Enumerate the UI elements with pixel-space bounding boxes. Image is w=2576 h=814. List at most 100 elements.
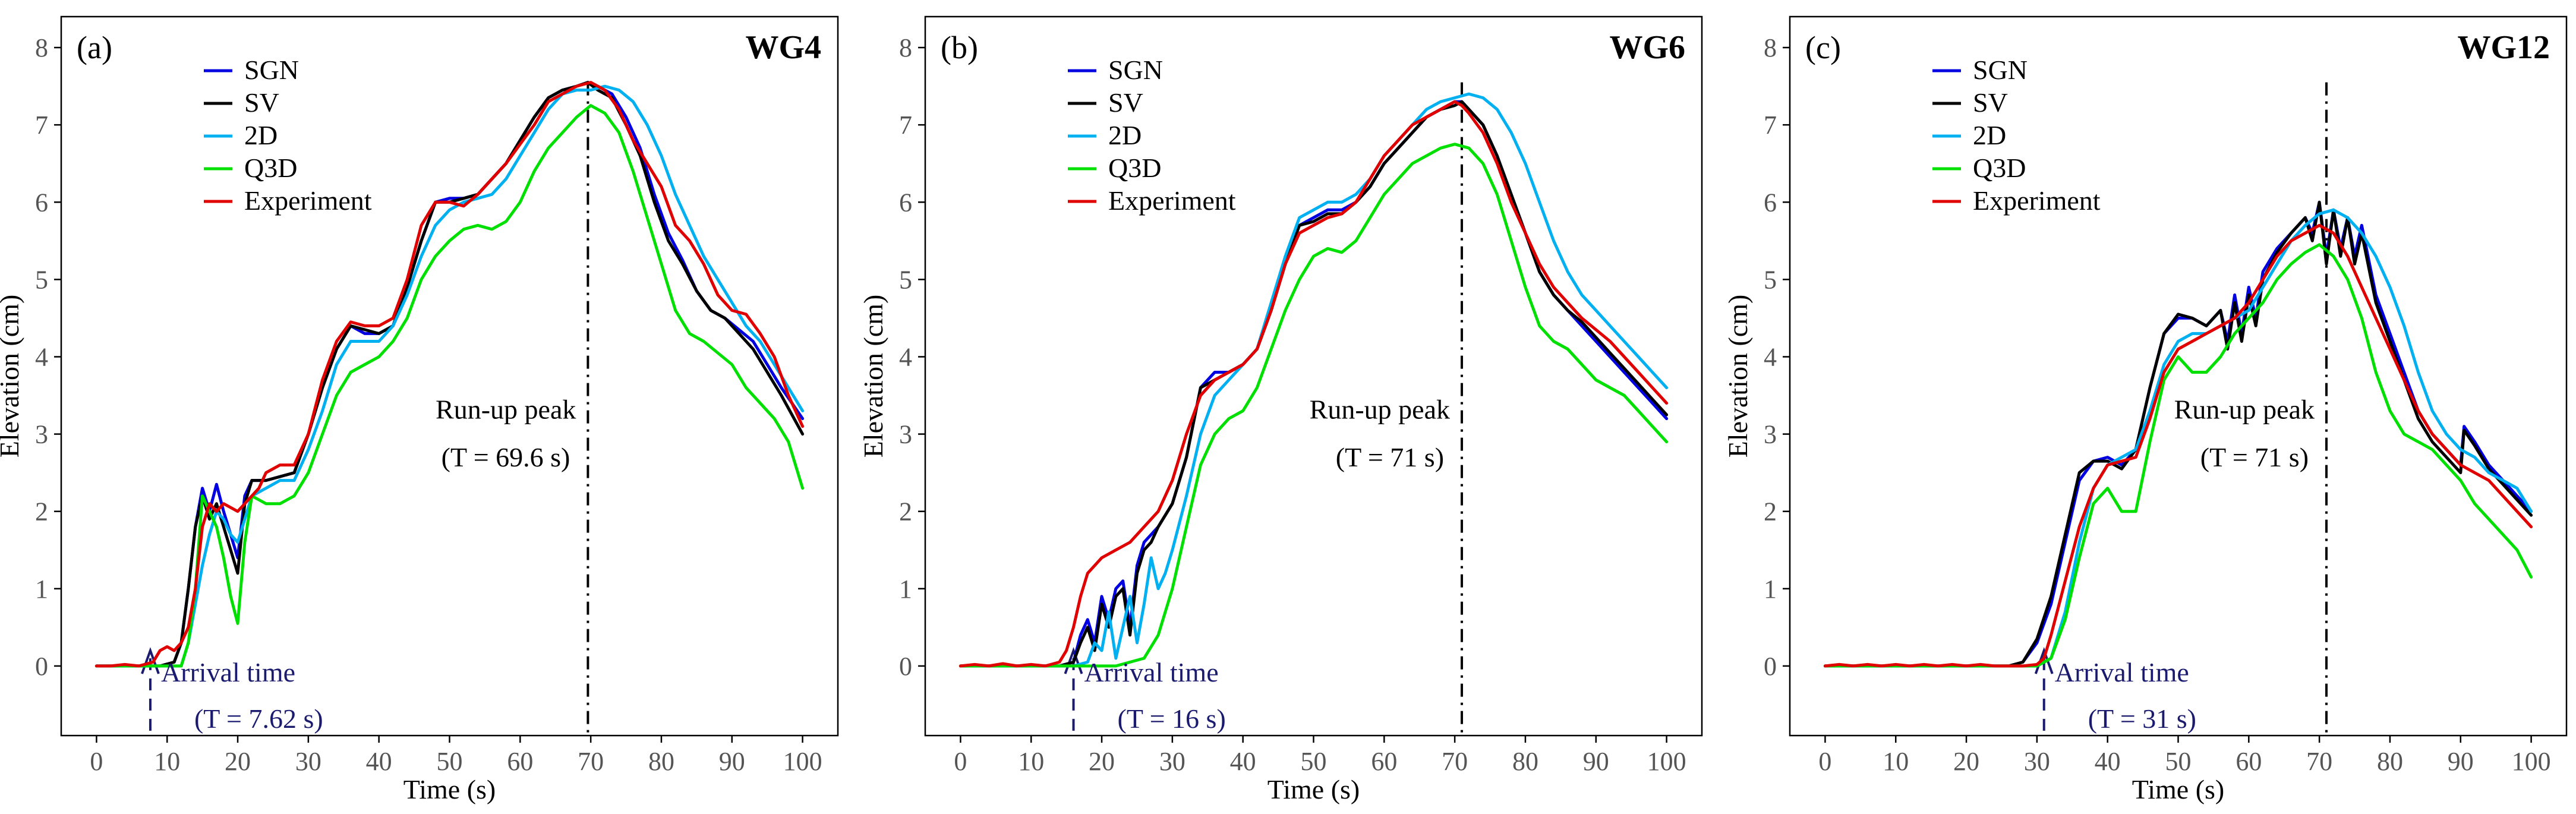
chart-panel-1: 0 10 20 30 40 50 60 70 80 90 100 0 1 2 3 4 5 6 7 8 Time (s) E… — [0, 15, 839, 804]
x-tick-label: 70 — [578, 747, 604, 776]
series-line-sv — [1823, 200, 2533, 668]
gauge-title: WG4 — [745, 29, 821, 66]
peak-annotation-value: (T = 71 s) — [1336, 442, 1444, 472]
x-tick-label: 0 — [954, 747, 967, 776]
x-tick-label: 50 — [2165, 747, 2192, 776]
legend-entry-experiment: Experiment — [1973, 185, 2101, 216]
y-tick-label: 8 — [1764, 33, 1777, 62]
arrival-annotation-value: (T = 16 s) — [1118, 703, 1226, 734]
y-tick-label: 4 — [899, 342, 912, 371]
y-tick-label: 2 — [35, 497, 48, 526]
y-tick-label: 5 — [35, 265, 48, 294]
y-tick-label: 1 — [1764, 575, 1777, 604]
peak-annotation-label: Run-up peak — [2174, 395, 2315, 425]
y-tick-label: 0 — [1764, 652, 1777, 681]
y-axis-title: Elevation (cm) — [858, 295, 888, 458]
arrival-annotation-value: (T = 7.62 s) — [194, 703, 323, 734]
x-axis-title: Time (s) — [1267, 774, 1360, 804]
peak-annotation-value: (T = 71 s) — [2200, 442, 2309, 472]
x-tick-label: 30 — [1159, 747, 1185, 776]
plot-frame — [924, 15, 1703, 737]
peak-annotation-value: (T = 69.6 s) — [442, 442, 570, 472]
chart-panel-2: 0 10 20 30 40 50 60 70 80 90 100 0 1 2 3 4 5 6 7 8 Time (s) E… — [858, 15, 1703, 804]
x-tick-label: 60 — [2236, 747, 2262, 776]
series-line-2d — [94, 84, 805, 668]
y-tick-label: 5 — [1764, 265, 1777, 294]
y-tick-label: 2 — [899, 497, 912, 526]
legend-entry-2d: 2D — [244, 120, 278, 150]
panel-label: (c) — [1805, 30, 1841, 65]
x-tick-label: 20 — [1089, 747, 1115, 776]
y-tick-label: 4 — [35, 342, 48, 371]
arrival-annotation-value: (T = 31 s) — [2088, 703, 2196, 734]
series-line-2d — [958, 92, 1669, 668]
y-tick-label: 5 — [899, 265, 912, 294]
y-tick-label: 1 — [35, 575, 48, 604]
x-tick-label: 60 — [507, 747, 533, 776]
series-line-experiment — [1823, 223, 2533, 668]
y-tick-label: 0 — [35, 652, 48, 681]
x-tick-label: 0 — [1818, 747, 1831, 776]
x-tick-label: 10 — [154, 747, 180, 776]
y-tick-label: 6 — [35, 188, 48, 217]
y-axis-title: Elevation (cm) — [1723, 295, 1753, 458]
legend-entry-2d: 2D — [1108, 120, 1142, 150]
series-line-q3d — [94, 104, 805, 668]
series-line-sv — [94, 81, 805, 668]
x-tick-label: 40 — [2095, 747, 2121, 776]
x-tick-label: 30 — [295, 747, 321, 776]
x-tick-label: 80 — [1512, 747, 1538, 776]
y-tick-label: 6 — [899, 188, 912, 217]
gauge-title: WG6 — [1609, 29, 1685, 66]
x-tick-label: 0 — [90, 747, 103, 776]
x-tick-label: 40 — [366, 747, 392, 776]
peak-annotation-label: Run-up peak — [1310, 395, 1450, 425]
y-tick-label: 0 — [899, 652, 912, 681]
y-tick-label: 3 — [35, 420, 48, 449]
y-tick-label: 3 — [899, 420, 912, 449]
series-line-sv — [958, 100, 1669, 668]
panel-label: (b) — [941, 30, 978, 65]
y-tick-label: 3 — [1764, 420, 1777, 449]
arrival-annotation-label: Arrival time — [161, 657, 295, 687]
legend-entry-experiment: Experiment — [1108, 185, 1236, 216]
x-tick-label: 100 — [783, 747, 822, 776]
y-tick-label: 4 — [1764, 342, 1777, 371]
x-tick-label: 50 — [1301, 747, 1327, 776]
plot-frame — [60, 15, 839, 737]
legend-entry-sv: SV — [244, 87, 279, 118]
legend-entry-sgn: SGN — [1108, 55, 1163, 85]
x-tick-label: 30 — [2024, 747, 2050, 776]
legend-entry-q3d: Q3D — [244, 153, 297, 183]
series-line-experiment — [94, 81, 805, 668]
y-tick-label: 7 — [35, 111, 48, 140]
series-line-experiment — [958, 100, 1669, 668]
y-tick-label: 8 — [35, 33, 48, 62]
series-line-q3d — [958, 143, 1669, 668]
x-tick-label: 100 — [1647, 747, 1686, 776]
gauge-title: WG12 — [2457, 29, 2550, 66]
arrival-annotation-label: Arrival time — [1084, 657, 1219, 687]
x-tick-label: 90 — [719, 747, 745, 776]
legend-entry-experiment: Experiment — [244, 185, 372, 216]
x-axis-title: Time (s) — [2132, 774, 2225, 804]
arrival-annotation-label: Arrival time — [2055, 657, 2189, 687]
x-tick-label: 20 — [1953, 747, 1979, 776]
x-tick-label: 90 — [1583, 747, 1609, 776]
x-tick-label: 40 — [1230, 747, 1256, 776]
x-tick-label: 70 — [2306, 747, 2332, 776]
x-tick-label: 50 — [437, 747, 463, 776]
x-tick-label: 20 — [225, 747, 251, 776]
x-tick-label: 80 — [2377, 747, 2403, 776]
legend-entry-q3d: Q3D — [1973, 153, 2026, 183]
x-tick-label: 90 — [2448, 747, 2474, 776]
x-tick-label: 100 — [2512, 747, 2551, 776]
legend-entry-2d: 2D — [1973, 120, 2006, 150]
plot-frame — [1789, 15, 2568, 737]
x-tick-label: 60 — [1371, 747, 1397, 776]
chart-panel-3: 0 10 20 30 40 50 60 70 80 90 100 0 1 2 3 4 5 6 7 8 Time (s) E… — [1723, 15, 2568, 804]
y-tick-label: 7 — [899, 111, 912, 140]
